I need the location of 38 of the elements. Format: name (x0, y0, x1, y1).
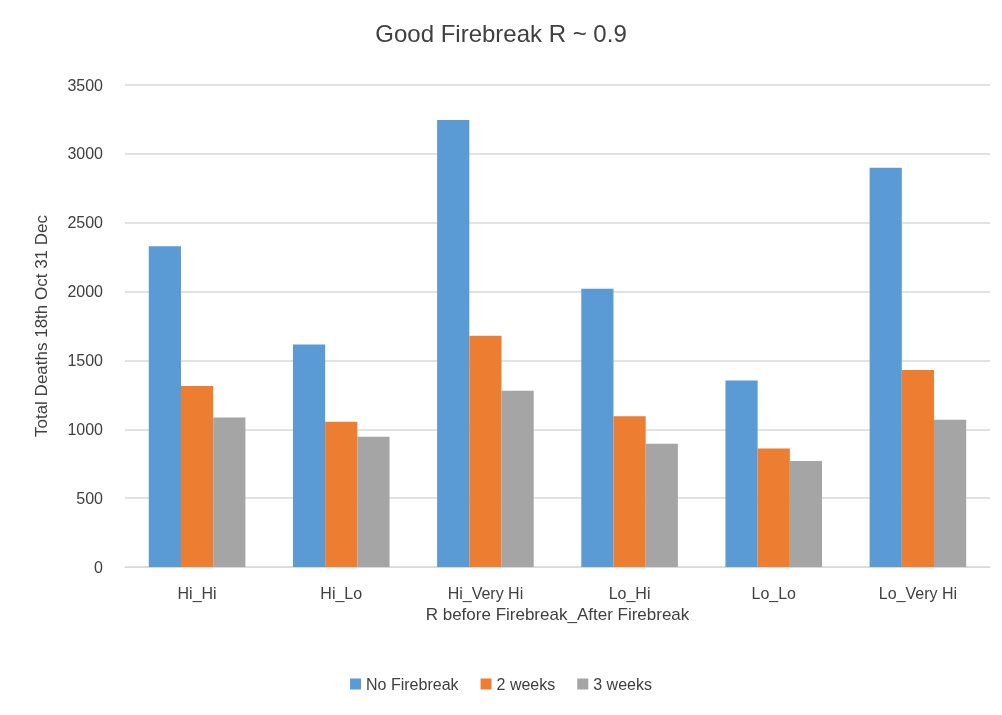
y-tick-label: 1500 (67, 351, 104, 369)
y-tick-label: 0 (94, 558, 104, 576)
legend-label: 2 weeks (496, 675, 556, 693)
y-tick-label: 3500 (67, 76, 104, 94)
legend-label: No Firebreak (366, 675, 460, 693)
legend-label: 3 weeks (593, 675, 652, 693)
x-tick-label: Lo_Hi (608, 584, 651, 603)
bar (901, 370, 935, 567)
y-axis-title: Total Deaths 18th Oct 31 Dec (32, 214, 51, 438)
bar (581, 288, 614, 567)
bar (757, 448, 790, 567)
bar (645, 443, 678, 567)
x-tick-label: Lo_Very Hi (878, 584, 958, 603)
bar (789, 460, 823, 567)
x-tick-label: Hi_Lo (320, 584, 363, 603)
x-tick-label: Hi_Hi (177, 584, 217, 603)
y-tick-label: 3000 (67, 145, 104, 163)
bar (869, 167, 902, 567)
bar (437, 120, 470, 567)
bar (148, 246, 181, 567)
y-tick-label: 1000 (67, 420, 104, 438)
chart-title: Good Firebreak R ~ 0.9 (375, 19, 627, 47)
bar (725, 380, 758, 567)
y-tick-label: 2000 (67, 283, 104, 301)
bar (292, 344, 326, 567)
x-axis-title: R before Firebreak_After Firebreak (425, 604, 690, 624)
x-tick-label: Lo_Lo (751, 584, 797, 603)
y-tick-label: 500 (76, 489, 104, 507)
bar (501, 390, 534, 567)
bar (325, 421, 358, 567)
y-tick-label: 2500 (67, 214, 104, 232)
bar (213, 417, 246, 567)
bar (934, 419, 967, 567)
bar (357, 436, 390, 567)
bar (469, 335, 502, 567)
bar (180, 385, 214, 567)
bar (613, 416, 646, 567)
x-tick-label: Hi_Very Hi (447, 584, 524, 603)
